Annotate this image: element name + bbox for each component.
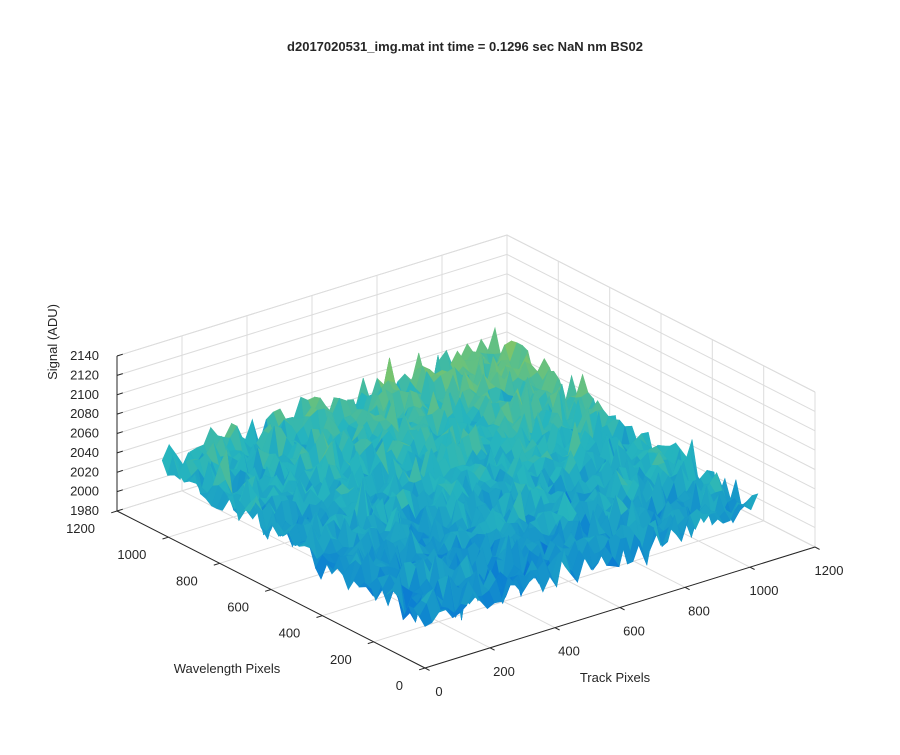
z-tick-label-0: 1980 xyxy=(70,503,99,518)
y-tick-mark-4 xyxy=(213,562,220,566)
grid-line-z-right-6 xyxy=(506,273,816,432)
grid-line-z-right-2 xyxy=(506,350,816,509)
x-tick-mark-5 xyxy=(749,566,755,570)
y-tick-label-4: 800 xyxy=(176,573,198,588)
z-tick-label-1: 2000 xyxy=(70,484,99,499)
z-tick-label-2: 2020 xyxy=(70,464,99,479)
grid-line-z-right-5 xyxy=(506,292,816,451)
box-edge-top-right xyxy=(506,234,816,393)
x-tick-mark-0 xyxy=(424,667,430,671)
z-tick-label-6: 2100 xyxy=(70,387,99,402)
y-tick-mark-1 xyxy=(367,641,374,645)
x-tick-label-3: 600 xyxy=(623,624,645,639)
z-axis-label: Signal (ADU) xyxy=(45,304,60,380)
y-tick-label-5: 1000 xyxy=(117,547,146,562)
y-tick-label-1: 200 xyxy=(330,652,352,667)
y-axis-label: Wavelength Pixels xyxy=(174,661,281,676)
grid-line-z-back-3 xyxy=(116,331,508,454)
x-tick-mark-3 xyxy=(619,607,625,611)
text-layer: 0 200 400 600 800 1000 1200 0 200 400 600 800 1000 12… xyxy=(45,304,843,699)
z-tick-mark-4 xyxy=(116,431,123,434)
box-edge-top-back xyxy=(116,234,508,357)
z-tick-mark-1 xyxy=(116,489,123,493)
x-axis-label: Track Pixels xyxy=(580,670,651,685)
y-tick-label-0: 0 xyxy=(396,678,403,693)
y-tick-label-3: 600 xyxy=(227,600,249,615)
x-tick-label-4: 800 xyxy=(688,603,710,618)
grid-line-z-back-7 xyxy=(116,253,508,376)
z-tick-mark-3 xyxy=(116,450,123,454)
z-tick-label-7: 2120 xyxy=(70,367,99,382)
chart-title: d2017020531_img.mat int time = 0.1296 se… xyxy=(287,39,643,54)
z-tick-mark-0 xyxy=(116,508,123,512)
y-tick-label-2: 400 xyxy=(279,626,301,641)
z-tick-mark-8 xyxy=(116,353,123,357)
surface-patch xyxy=(487,326,501,355)
surface-layer xyxy=(161,326,759,627)
x-tick-mark-4 xyxy=(684,586,690,591)
grid-line-z-right-4 xyxy=(506,312,816,470)
grid-line-z-right-3 xyxy=(506,331,816,490)
z-tick-mark-6 xyxy=(116,392,123,396)
y-tick-mark-5 xyxy=(162,536,169,540)
grid-line-z-right-7 xyxy=(506,253,816,412)
z-tick-label-8: 2140 xyxy=(70,348,99,363)
x-tick-mark-1 xyxy=(489,647,495,651)
z-tick-label-5: 2080 xyxy=(70,406,99,421)
y-tick-mark-6 xyxy=(111,510,118,514)
grid-line-z-back-5 xyxy=(116,292,508,415)
y-tick-mark-3 xyxy=(264,589,272,592)
z-tick-mark-5 xyxy=(116,411,123,415)
x-tick-label-6: 1200 xyxy=(815,563,844,578)
grid-line-y-floor-1 xyxy=(373,520,764,643)
z-tick-mark-7 xyxy=(116,373,123,376)
x-tick-label-5: 1000 xyxy=(750,583,779,598)
x-tick-mark-2 xyxy=(554,627,560,631)
surface-patch xyxy=(419,603,433,627)
z-tick-label-4: 2060 xyxy=(70,426,99,441)
z-tick-mark-2 xyxy=(116,469,123,473)
y-tick-mark-2 xyxy=(316,615,323,618)
y-tick-mark-0 xyxy=(418,667,426,671)
x-tick-label-1: 200 xyxy=(493,664,515,679)
x-tick-label-2: 400 xyxy=(558,644,580,659)
y-tick-label-6: 1200 xyxy=(66,521,95,536)
x-tick-label-0: 0 xyxy=(435,684,442,699)
x-tick-mark-6 xyxy=(814,546,820,550)
axis-layer xyxy=(111,353,820,671)
grid-line-z-back-4 xyxy=(116,312,508,434)
grid-line-z-back-6 xyxy=(116,273,508,396)
z-tick-label-3: 2040 xyxy=(70,445,99,460)
